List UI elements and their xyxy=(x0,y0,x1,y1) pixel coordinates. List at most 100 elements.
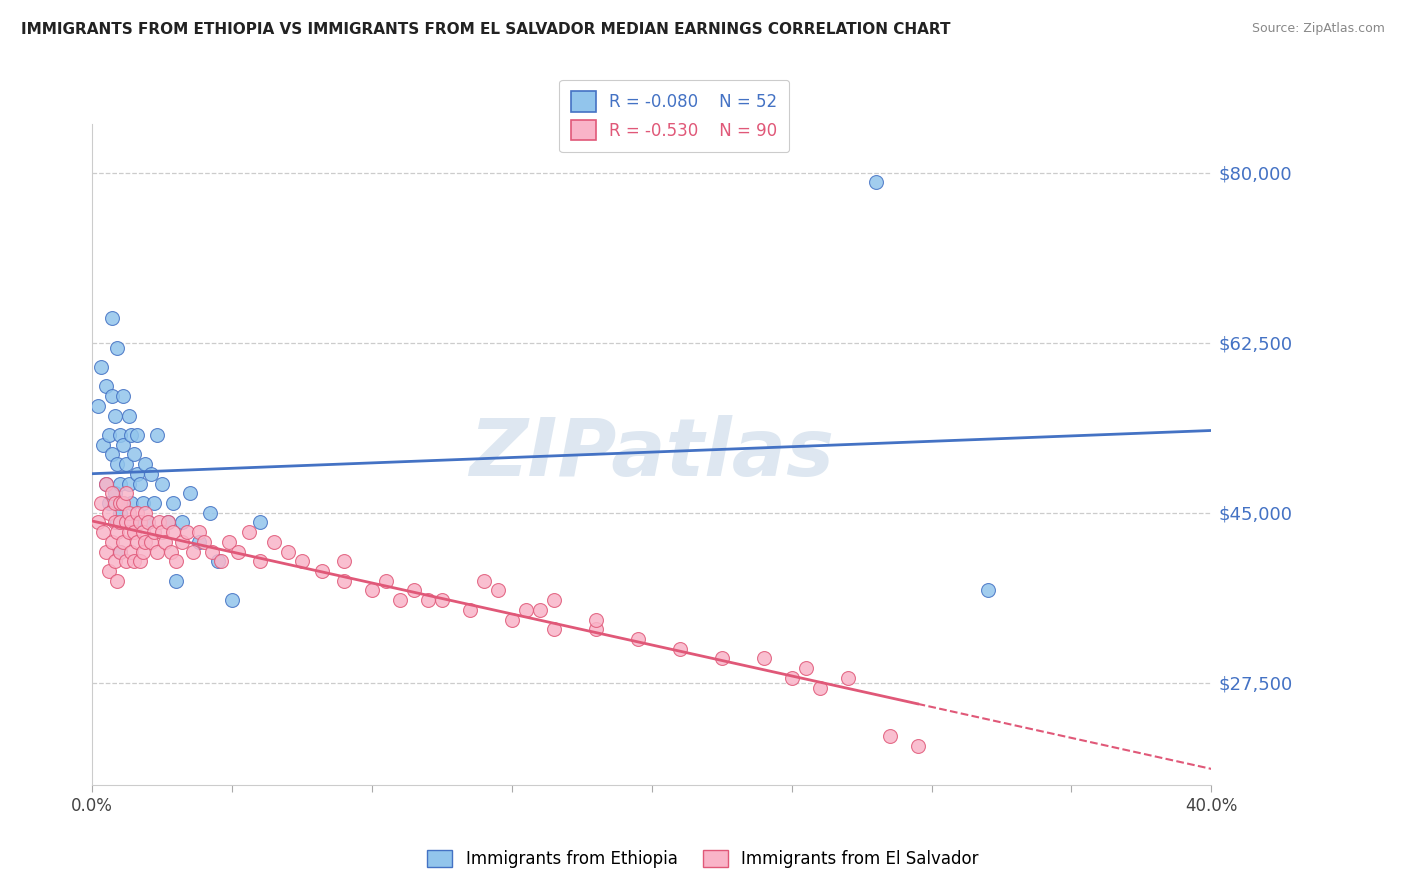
Point xyxy=(430,593,453,607)
Point xyxy=(145,428,167,442)
Point xyxy=(710,651,733,665)
Point xyxy=(131,496,153,510)
Point xyxy=(162,496,184,510)
Point xyxy=(120,428,142,442)
Text: IMMIGRANTS FROM ETHIOPIA VS IMMIGRANTS FROM EL SALVADOR MEDIAN EARNINGS CORRELAT: IMMIGRANTS FROM ETHIOPIA VS IMMIGRANTS F… xyxy=(21,22,950,37)
Point xyxy=(150,525,173,540)
Point xyxy=(668,641,690,656)
Point xyxy=(120,496,142,510)
Point xyxy=(780,671,803,685)
Point xyxy=(122,554,145,568)
Point xyxy=(752,651,775,665)
Point xyxy=(218,534,240,549)
Point xyxy=(125,428,148,442)
Point xyxy=(128,516,150,530)
Point xyxy=(153,534,176,549)
Point xyxy=(111,389,134,403)
Point xyxy=(125,506,148,520)
Point xyxy=(209,554,232,568)
Point xyxy=(142,525,165,540)
Point xyxy=(90,359,112,374)
Point xyxy=(221,593,243,607)
Point xyxy=(794,661,817,675)
Point xyxy=(198,506,221,520)
Point xyxy=(122,516,145,530)
Point xyxy=(108,516,131,530)
Point xyxy=(837,671,859,685)
Point xyxy=(139,467,162,481)
Point xyxy=(117,476,139,491)
Point xyxy=(96,379,118,393)
Point xyxy=(156,516,179,530)
Point xyxy=(125,467,148,481)
Point xyxy=(238,525,260,540)
Point xyxy=(100,486,122,500)
Point xyxy=(105,516,128,530)
Point xyxy=(472,574,495,588)
Point xyxy=(249,516,271,530)
Point xyxy=(627,632,650,646)
Point xyxy=(148,516,170,530)
Point xyxy=(105,457,128,471)
Point xyxy=(114,457,136,471)
Point xyxy=(108,506,131,520)
Point xyxy=(114,516,136,530)
Point xyxy=(87,399,110,413)
Point xyxy=(159,544,181,558)
Point xyxy=(291,554,314,568)
Point xyxy=(114,516,136,530)
Point xyxy=(96,476,118,491)
Point xyxy=(108,544,131,558)
Text: ZIPatlas: ZIPatlas xyxy=(470,416,834,493)
Point xyxy=(311,564,333,578)
Point xyxy=(277,544,299,558)
Point xyxy=(131,525,153,540)
Point xyxy=(170,516,193,530)
Point xyxy=(515,603,537,617)
Point xyxy=(375,574,398,588)
Point xyxy=(96,476,118,491)
Point xyxy=(402,583,425,598)
Point xyxy=(165,554,187,568)
Point xyxy=(117,409,139,423)
Point xyxy=(879,729,901,743)
Point xyxy=(108,544,131,558)
Point xyxy=(100,447,122,461)
Point xyxy=(117,525,139,540)
Point xyxy=(165,574,187,588)
Point xyxy=(207,554,229,568)
Point xyxy=(543,622,565,636)
Point xyxy=(128,476,150,491)
Point xyxy=(808,681,831,695)
Point xyxy=(117,506,139,520)
Point xyxy=(111,534,134,549)
Point xyxy=(156,516,179,530)
Point xyxy=(142,496,165,510)
Point xyxy=(486,583,509,598)
Point xyxy=(103,554,125,568)
Point xyxy=(458,603,481,617)
Point xyxy=(108,496,131,510)
Point xyxy=(162,525,184,540)
Point xyxy=(193,534,215,549)
Point xyxy=(150,476,173,491)
Point xyxy=(136,516,159,530)
Point xyxy=(100,311,122,326)
Text: Source: ZipAtlas.com: Source: ZipAtlas.com xyxy=(1251,22,1385,36)
Point xyxy=(98,506,121,520)
Point xyxy=(333,574,356,588)
Point xyxy=(249,554,271,568)
Point xyxy=(105,525,128,540)
Point xyxy=(103,409,125,423)
Point xyxy=(103,516,125,530)
Point xyxy=(865,175,887,189)
Point xyxy=(263,534,285,549)
Point xyxy=(122,447,145,461)
Point xyxy=(120,516,142,530)
Point xyxy=(114,554,136,568)
Point xyxy=(226,544,249,558)
Point xyxy=(181,544,204,558)
Point xyxy=(111,438,134,452)
Point xyxy=(96,544,118,558)
Point xyxy=(111,496,134,510)
